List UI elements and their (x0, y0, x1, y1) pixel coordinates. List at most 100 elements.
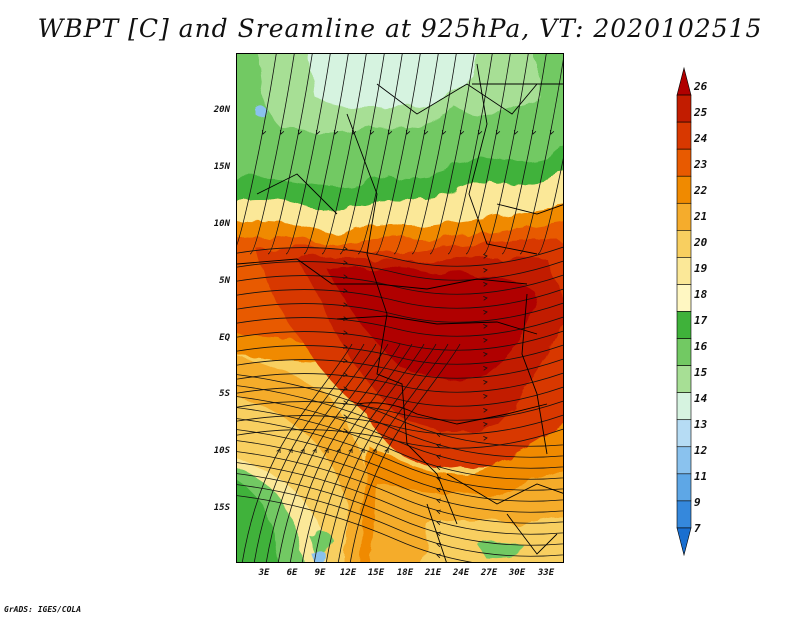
streamline (483, 422, 488, 427)
colorbar-label-21: 21 (694, 210, 708, 223)
streamline (337, 343, 449, 562)
streamline (483, 282, 488, 287)
map-canvas (237, 54, 563, 562)
lat-label-5s: 5S (219, 389, 230, 399)
streamline (483, 338, 488, 343)
streamline (237, 54, 277, 246)
streamline (436, 498, 441, 504)
streamline (436, 487, 441, 493)
colorbar-swatch (676, 121, 692, 150)
streamline (237, 418, 563, 491)
streamline (253, 343, 365, 562)
colorbar-label-7: 7 (694, 522, 701, 535)
lat-label-15n: 15N (213, 162, 230, 172)
colorbar-label-23: 23 (694, 158, 708, 171)
streamline (237, 407, 563, 480)
map-title: WBPT [C] and Sreamline at 925hPa, VT: 20… (37, 14, 763, 43)
colorbar-label-25: 25 (694, 106, 708, 119)
streamline (343, 302, 348, 307)
lat-label-10s: 10S (213, 446, 230, 456)
streamline (237, 400, 563, 421)
colorbar-swatch (676, 257, 692, 285)
lon-label-21e: 21E (424, 568, 442, 578)
lon-label-9e: 9E (314, 568, 326, 578)
lon-label-18e: 18E (396, 568, 414, 578)
colorbar-swatch (676, 392, 692, 421)
colorbar-swatch (676, 284, 692, 312)
streamline (325, 343, 437, 562)
colorbar-label-15: 15 (694, 366, 708, 379)
streamline (237, 462, 563, 535)
streamline (436, 520, 441, 526)
streamline-field (237, 54, 563, 562)
streamline (495, 130, 501, 135)
colorbar-swatch (676, 311, 692, 339)
streamline (300, 448, 305, 454)
streamline (324, 448, 329, 454)
streamline (241, 343, 353, 562)
colorbar-label-9: 9 (694, 496, 701, 509)
streamline (429, 54, 475, 255)
lat-label-20n: 20N (213, 105, 230, 115)
colorbar-label-14: 14 (694, 392, 708, 405)
country-boundaries (237, 63, 563, 562)
streamline (549, 130, 555, 135)
streamline (315, 130, 321, 135)
streamline (423, 130, 429, 135)
streamline (279, 130, 285, 135)
lon-label-27e: 27E (480, 568, 498, 578)
streamline (237, 358, 563, 379)
colorbar-swatch (676, 230, 692, 258)
streamline (265, 343, 377, 562)
streamline (237, 429, 563, 502)
streamline (360, 448, 365, 454)
streamline (483, 324, 488, 329)
streamline (483, 296, 488, 301)
streamline (351, 130, 357, 135)
streamline (349, 343, 461, 562)
streamline (301, 343, 413, 562)
colorbar-swatch (676, 419, 692, 448)
grads-credit: GrADS: IGES/COLA (4, 605, 82, 614)
colorbar-label-12: 12 (694, 444, 708, 457)
map-panel (236, 53, 564, 563)
streamline (483, 380, 488, 385)
streamline (343, 260, 348, 265)
streamline (237, 260, 563, 281)
streamline (483, 366, 488, 371)
streamline (483, 352, 488, 357)
colorbar-swatch (676, 500, 692, 529)
streamline (343, 386, 348, 391)
streamline (343, 288, 348, 293)
streamline (387, 130, 393, 135)
streamline (436, 542, 441, 548)
streamline (483, 408, 488, 413)
streamline (357, 54, 403, 255)
streamline (289, 343, 401, 562)
streamline (237, 385, 563, 458)
streamline (339, 54, 385, 255)
streamline (436, 465, 441, 471)
streamline (343, 274, 348, 279)
streamline (411, 54, 457, 255)
lon-label-3e: 3E (258, 568, 270, 578)
streamline (369, 130, 375, 135)
streamline (393, 54, 439, 255)
colorbar-swatch (676, 148, 692, 177)
lat-label-5n: 5N (219, 276, 230, 286)
streamline (343, 246, 348, 251)
streamline (343, 414, 348, 419)
streamline (436, 553, 441, 559)
lon-label-33e: 33E (537, 568, 555, 578)
streamline (343, 358, 348, 363)
streamline (237, 374, 563, 447)
streamline (237, 372, 563, 393)
streamline (483, 310, 488, 315)
colorbar-swatch (676, 66, 692, 96)
streamline (483, 394, 488, 399)
streamline (249, 54, 295, 255)
streamline (237, 344, 563, 365)
lon-label-12e: 12E (339, 568, 357, 578)
streamline (436, 432, 441, 438)
streamline (531, 130, 537, 135)
